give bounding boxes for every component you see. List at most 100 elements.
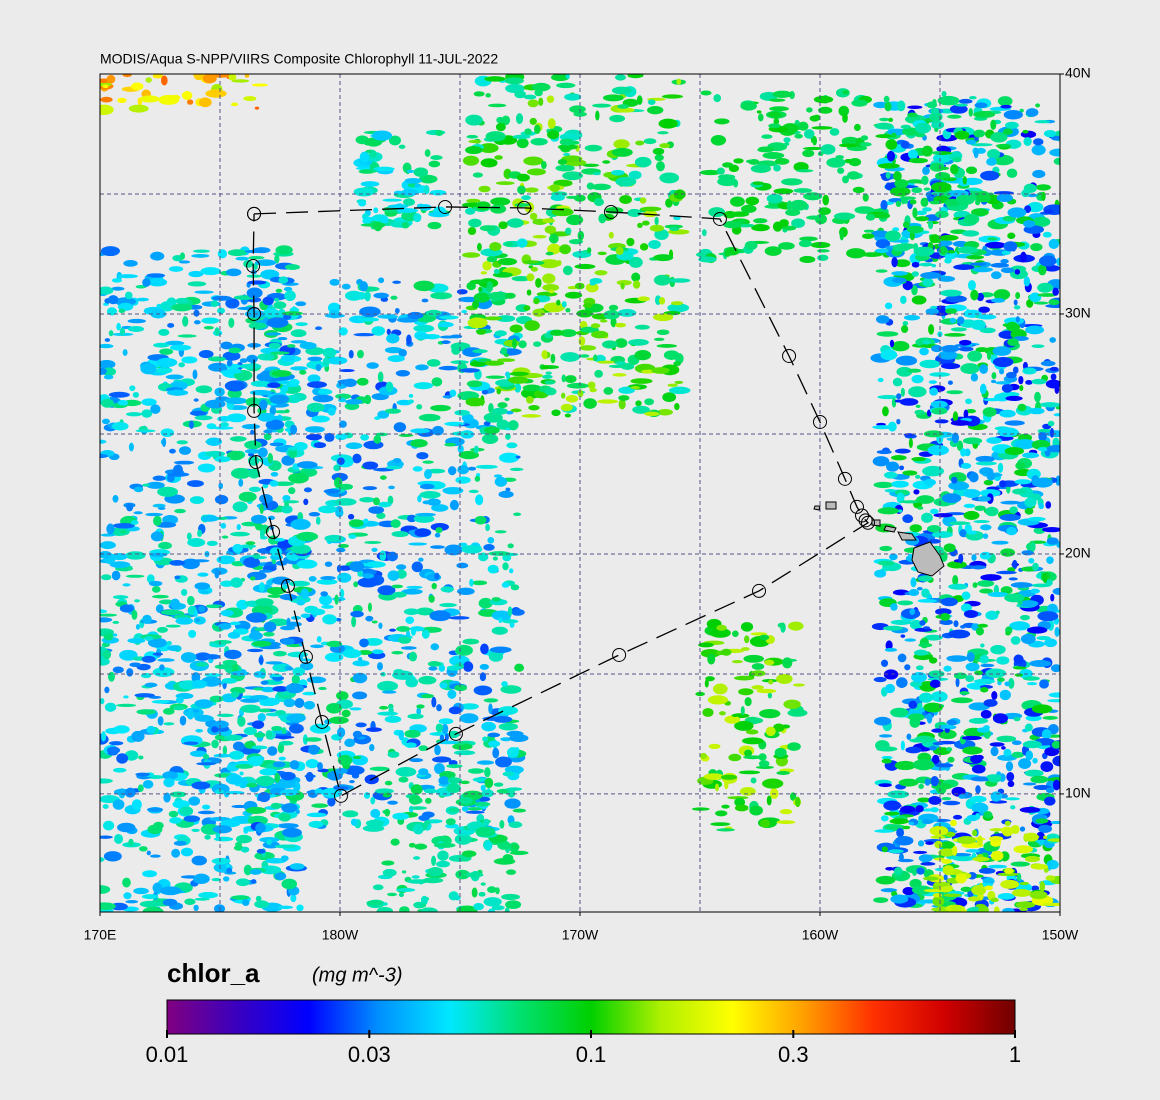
patch (803, 129, 815, 139)
patch (306, 676, 327, 684)
patch (106, 307, 118, 316)
patch (933, 857, 945, 861)
patch (505, 869, 517, 875)
patch (611, 86, 632, 95)
patch (484, 426, 500, 435)
patch (733, 179, 739, 188)
patch (499, 820, 505, 829)
patch (466, 380, 483, 388)
patch (488, 291, 511, 301)
patch (1043, 129, 1057, 138)
patch (514, 203, 530, 207)
patch (384, 408, 402, 414)
y-tick-label: 30N (1065, 305, 1091, 321)
patch (480, 643, 489, 655)
colorbar (166, 999, 1016, 1035)
patch (918, 575, 933, 582)
patch (484, 840, 493, 851)
patch (269, 480, 279, 487)
patch (547, 130, 560, 140)
patch (360, 434, 370, 441)
patch (875, 134, 893, 139)
station (438, 199, 453, 214)
patch (1032, 757, 1038, 764)
patch (500, 685, 522, 694)
patch (477, 242, 482, 252)
patch (959, 691, 970, 695)
patch (710, 822, 731, 827)
patch (930, 775, 939, 787)
patch (387, 570, 400, 581)
patch (1049, 148, 1060, 157)
patch (146, 725, 156, 734)
patch (1050, 593, 1055, 602)
patch (1042, 231, 1052, 238)
patch (547, 243, 561, 255)
patch (117, 274, 138, 279)
patch (654, 229, 669, 240)
patch (430, 155, 443, 161)
patch (937, 166, 950, 171)
patch (281, 727, 287, 735)
patch (635, 140, 645, 146)
patch (950, 697, 973, 704)
patch (510, 584, 520, 591)
patch (918, 854, 933, 863)
patch (345, 399, 363, 405)
patch (740, 101, 757, 111)
patch (1031, 704, 1053, 714)
patch (781, 178, 803, 186)
patch (945, 747, 953, 752)
patch (1002, 827, 1013, 837)
patch (255, 895, 262, 902)
patch (191, 828, 200, 832)
patch (966, 254, 985, 260)
patch (108, 330, 114, 337)
patch (966, 139, 977, 145)
patch (225, 268, 242, 277)
patch (1022, 129, 1029, 134)
patch (839, 229, 844, 241)
patch (100, 359, 116, 369)
patch (322, 357, 330, 368)
patch (1030, 775, 1049, 784)
patch (1034, 391, 1041, 403)
colorbar-tick-label: 0.1 (576, 1042, 607, 1067)
hawaii-islands (813, 501, 945, 577)
patch (956, 316, 965, 325)
patch (1000, 267, 1015, 274)
patch (495, 756, 512, 768)
patch (179, 252, 186, 260)
patch (1040, 761, 1054, 773)
patch (1049, 427, 1055, 438)
patch (1019, 384, 1024, 392)
patch (395, 370, 411, 377)
patch (776, 771, 790, 775)
patch (893, 866, 903, 876)
patch (398, 636, 412, 644)
patch (920, 862, 936, 866)
patch (288, 472, 309, 484)
station (858, 513, 873, 528)
patch (892, 377, 903, 387)
patch (941, 859, 953, 865)
island (825, 501, 837, 510)
patch (1023, 276, 1031, 287)
patch (295, 322, 308, 327)
patch (947, 250, 956, 254)
patch (188, 629, 197, 638)
patch (985, 506, 999, 517)
patch (373, 166, 395, 172)
patch (989, 742, 1005, 747)
patch (979, 551, 992, 560)
patch (413, 280, 435, 292)
patch (884, 683, 896, 694)
patch (496, 388, 502, 395)
patch (529, 117, 537, 125)
patch (1006, 371, 1017, 379)
patch (357, 577, 379, 588)
patch (382, 792, 392, 798)
patch (1031, 439, 1051, 450)
patch (130, 520, 139, 525)
patch (335, 507, 344, 518)
